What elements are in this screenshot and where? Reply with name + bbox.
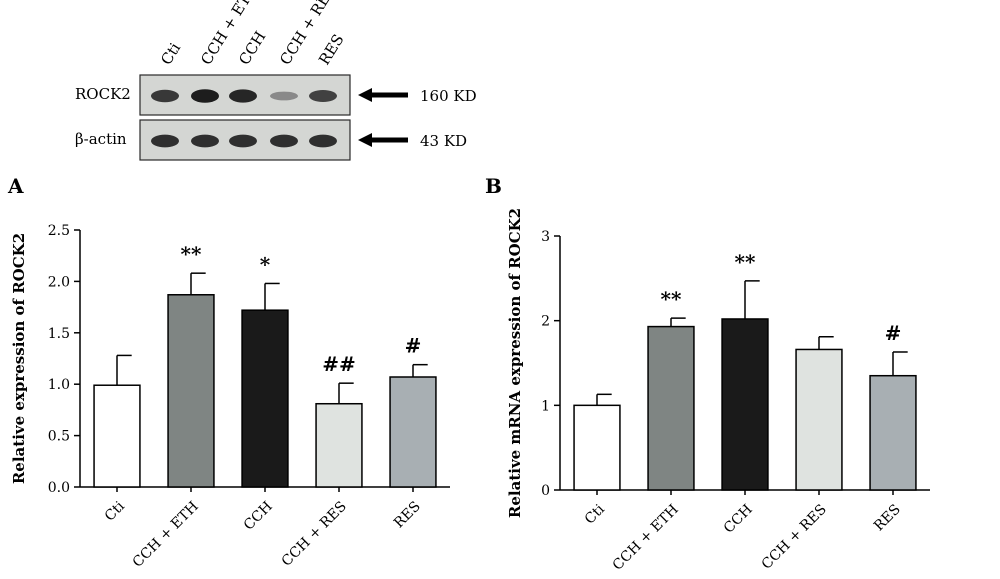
bar-1 xyxy=(167,294,215,488)
panel-label-a: A xyxy=(7,174,24,198)
blot-band-1-1 xyxy=(191,134,219,148)
significance-label-1: ** xyxy=(181,242,202,266)
y-tick-label: 2.0 xyxy=(48,274,70,290)
blot-band-0-3 xyxy=(270,91,298,101)
y-tick-label: 2.5 xyxy=(48,223,70,239)
blot-lane-label-2: CCH xyxy=(235,28,269,68)
x-tick-label-3: CCH + RES xyxy=(279,499,350,570)
bar-2 xyxy=(241,309,289,488)
x-tick-label-4: RES xyxy=(871,502,904,535)
x-tick-label-1: CCH + ETH xyxy=(130,499,202,571)
blot-band-1-0 xyxy=(151,134,179,148)
blot-band-1-2 xyxy=(229,134,257,148)
x-tick-label-2: CCH xyxy=(721,502,756,537)
blot-lane-label-4: RES xyxy=(315,31,348,68)
bar-4 xyxy=(869,374,917,491)
x-tick-label-1: CCH + ETH xyxy=(610,502,682,574)
x-tick-label-3: CCH + RES xyxy=(759,502,830,573)
y-tick-label: 0.0 xyxy=(48,480,70,496)
x-tick-label-2: CCH xyxy=(241,499,276,534)
y-tick-label: 1.0 xyxy=(48,377,70,393)
y-tick-label: 2 xyxy=(541,314,550,330)
blot-band-1-3 xyxy=(270,134,298,148)
chart-a: 0.0 0.5 1.0 1.5 2.0 2.5 Relative expression of… xyxy=(10,223,450,571)
blot-arrow-head-1 xyxy=(358,133,372,147)
blot-band-0-2 xyxy=(229,89,257,103)
y-tick-label: 3 xyxy=(541,229,550,245)
blot-row-label-1: β-actin xyxy=(75,130,127,148)
blot-row-label-0: ROCK2 xyxy=(75,85,131,103)
bar-2 xyxy=(721,318,769,491)
bar-1 xyxy=(647,325,695,491)
panel-label-b: B xyxy=(485,174,502,198)
blot-size-label-1: 43 KD xyxy=(420,132,467,150)
y-tick-label: 1 xyxy=(541,398,550,414)
significance-label-4: # xyxy=(405,334,422,358)
y-tick-label: 0 xyxy=(541,483,550,499)
blot-arrow-head-0 xyxy=(358,88,372,102)
chart-b: 0 1 2 3 Relative mRNA expression of ROCK2 Cti… xyxy=(506,208,930,574)
y-axis-label: Relative expression of ROCK2 xyxy=(10,233,28,484)
bar-0 xyxy=(573,404,621,491)
x-tick-label-0: Cti xyxy=(582,501,608,527)
x-tick-label-4: RES xyxy=(391,499,424,532)
significance-label-1: ** xyxy=(661,287,682,311)
y-tick-label: 1.5 xyxy=(48,326,70,342)
bar-0 xyxy=(93,384,141,488)
x-tick-label-0: Cti xyxy=(102,498,128,524)
significance-label-2: * xyxy=(260,252,271,276)
y-axis-label: Relative mRNA expression of ROCK2 xyxy=(506,208,524,518)
significance-label-4: # xyxy=(885,321,902,345)
blot-band-1-4 xyxy=(309,134,337,148)
y-tick-label: 0.5 xyxy=(48,429,70,445)
blot-band-0-1 xyxy=(191,89,219,103)
blot-size-label-0: 160 KD xyxy=(420,87,477,105)
blot-band-0-0 xyxy=(151,89,179,103)
significance-label-3: ## xyxy=(322,352,356,376)
significance-label-2: ** xyxy=(735,250,756,274)
bar-4 xyxy=(389,376,437,488)
bar-3 xyxy=(315,402,363,488)
blot-lane-label-0: Cti xyxy=(157,39,184,68)
bar-3 xyxy=(795,348,843,491)
blot-band-0-4 xyxy=(309,90,337,102)
